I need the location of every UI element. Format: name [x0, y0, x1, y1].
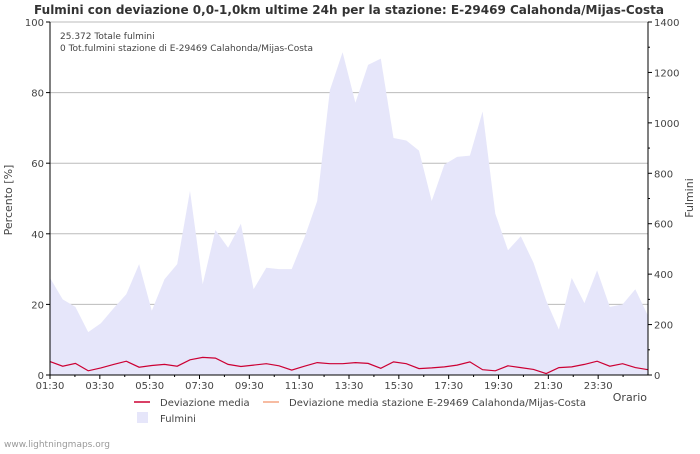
y-right-tick-label-200: 200: [654, 321, 673, 332]
x-tick-label-1530: 15:30: [384, 381, 413, 392]
y-left-tick-label-0: 0: [38, 371, 44, 382]
y-left-tick-label-80: 80: [31, 89, 44, 100]
legend: Deviazione media Deviazione media stazio…: [134, 398, 586, 425]
x-tick-label-1330: 13:30: [335, 381, 364, 392]
y-right-tick-label-1000: 1000: [654, 119, 679, 130]
legend-label-deviazione-stazione: Deviazione media stazione E-29469 Calaho…: [289, 398, 586, 409]
x-tick-label-2330: 23:30: [584, 381, 613, 392]
y-axis-right-label: Fulmini: [683, 178, 696, 218]
y-left-tick-label-100: 100: [25, 18, 44, 29]
y-right-tick-label-0: 0: [654, 371, 660, 382]
fulmini-area-layer: [50, 52, 648, 376]
station-strikes-text: 0 Tot.fulmini stazione di E-29469 Calaho…: [60, 44, 313, 54]
x-tick-label-1130: 11:30: [285, 381, 314, 392]
x-tick-label-0330: 03:30: [85, 381, 114, 392]
x-tick-label-0530: 05:30: [135, 381, 164, 392]
y-right-tick-label-1200: 1200: [654, 68, 679, 79]
y-axis-left-label: Percento [%]: [2, 165, 15, 236]
legend-swatch-fulmini: [137, 412, 148, 423]
x-tick-label-1730: 17:30: [434, 381, 463, 392]
axes: 020406080100020040060080010001200140001:…: [25, 18, 680, 392]
watermark: www.lightningmaps.org: [4, 440, 110, 450]
x-tick-label-0730: 07:30: [185, 381, 214, 392]
y-left-tick-label-40: 40: [31, 230, 44, 241]
y-right-tick-label-600: 600: [654, 220, 673, 231]
x-tick-label-2130: 21:30: [534, 381, 563, 392]
y-right-tick-label-400: 400: [654, 270, 673, 281]
deviation-line-layer: [49, 356, 649, 375]
x-tick-label-0930: 09:30: [235, 381, 264, 392]
legend-label-fulmini: Fulmini: [160, 414, 196, 425]
y-right-tick-label-1400: 1400: [654, 18, 679, 29]
chart-title: Fulmini con deviazione 0,0-1,0km ultime …: [34, 3, 664, 17]
deviazione-media-line: [49, 356, 649, 375]
legend-label-deviazione-media: Deviazione media: [160, 398, 250, 409]
x-tick-label-1930: 19:30: [484, 381, 513, 392]
x-axis-label: Orario: [613, 391, 648, 404]
y-right-tick-label-800: 800: [654, 169, 673, 180]
y-left-tick-label-60: 60: [31, 159, 44, 170]
x-tick-label-0130: 01:30: [36, 381, 65, 392]
fulmini-area: [50, 52, 648, 376]
y-left-tick-label-20: 20: [31, 300, 44, 311]
total-strikes-text: 25.372 Totale fulmini: [60, 32, 155, 42]
